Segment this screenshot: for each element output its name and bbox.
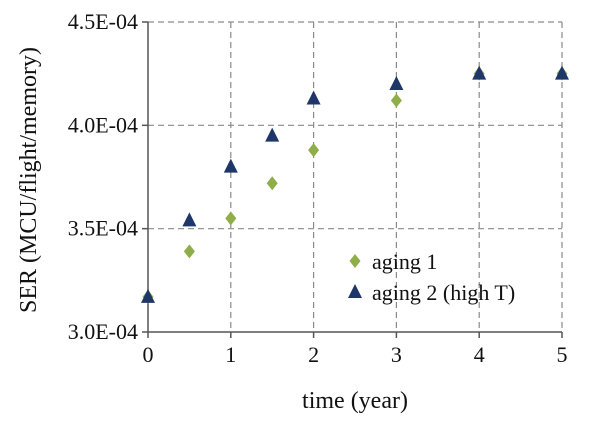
legend-label-aging-2: aging 2 (high T) (372, 280, 515, 305)
legend-symbol-diamond (349, 254, 361, 268)
y-tick-label: 4.0E-04 (68, 112, 138, 137)
y-axis-title: SER (MCU/flight/memory) (16, 47, 42, 313)
data-point-aging-2 (389, 76, 404, 90)
data-point-aging-1 (183, 244, 195, 259)
x-tick-label: 3 (391, 342, 402, 367)
data-point-aging-2 (141, 288, 155, 303)
data-point-aging-1 (266, 176, 278, 191)
y-tick-label: 3.0E-04 (68, 319, 138, 344)
legend-marker-aging-2 (348, 284, 362, 298)
y-tick-label: 3.5E-04 (68, 216, 138, 241)
data-point-aging-2 (182, 212, 197, 227)
data-points (141, 65, 569, 304)
axes-layer (142, 21, 563, 338)
legend: aging 1 aging 2 (high T) (348, 249, 515, 305)
data-point-aging-2 (223, 158, 238, 173)
tick-labels: 3.0E-04 3.5E-04 4.0E-04 4.5E-04 0 1 2 3 4 5 (68, 9, 568, 367)
data-point-aging-1 (225, 211, 237, 226)
data-point-aging-1 (308, 143, 320, 158)
x-axis-title: time (year) (302, 388, 408, 414)
x-tick-label: 2 (308, 342, 319, 367)
data-point-aging-2 (555, 65, 569, 80)
data-point-aging-2 (472, 65, 487, 80)
data-point-aging-2 (265, 127, 280, 142)
x-tick-label: 0 (143, 342, 154, 367)
legend-symbol-triangle (348, 284, 362, 298)
data-point-aging-1 (390, 93, 402, 108)
legend-label-aging-1: aging 1 (372, 249, 437, 274)
data-point-aging-2 (306, 90, 321, 105)
x-tick-label: 5 (557, 342, 568, 367)
legend-marker-aging-1 (349, 254, 361, 268)
y-tick-label: 4.5E-04 (68, 9, 138, 34)
x-tick-label: 1 (225, 342, 236, 367)
x-tick-label: 4 (474, 342, 485, 367)
